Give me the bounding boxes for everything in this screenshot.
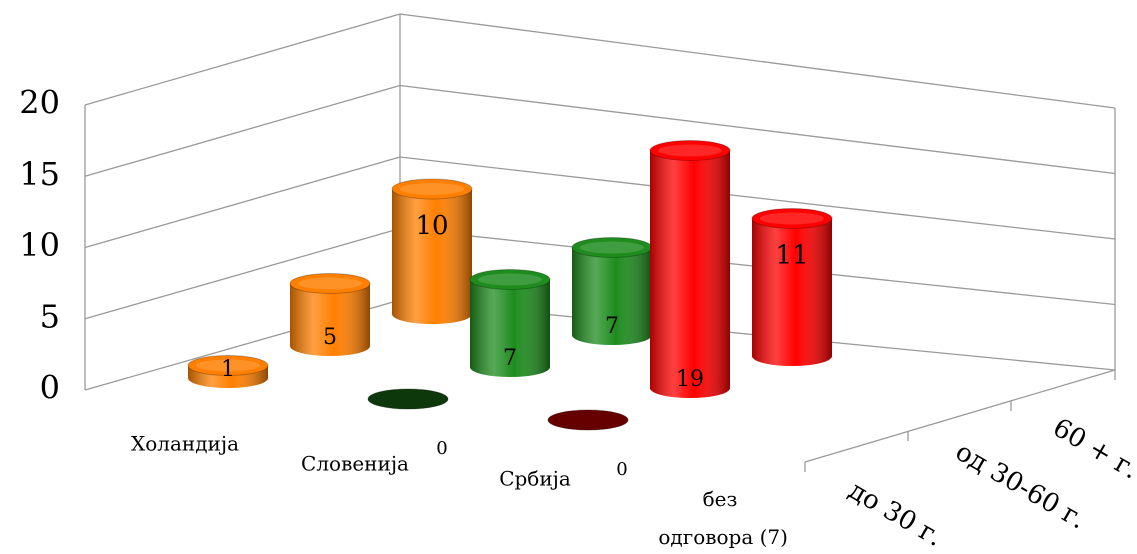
bar <box>367 388 449 410</box>
bar-shade <box>392 189 472 324</box>
axis-line <box>804 369 1116 463</box>
bar-top-shine <box>400 183 464 195</box>
bar-top-shine <box>658 144 722 157</box>
bar-top <box>469 269 551 290</box>
data-label: 11 <box>775 241 808 271</box>
bar-top-shine <box>196 359 260 372</box>
x-tick-label: Словенија <box>301 452 409 476</box>
bar <box>571 237 653 345</box>
grid-line <box>399 13 1116 109</box>
bar-top <box>391 178 473 200</box>
data-label: 5 <box>323 325 337 350</box>
data-label: 7 <box>503 346 517 371</box>
grid-line <box>84 84 401 177</box>
bar-top-shine <box>478 273 542 286</box>
bar-top-shine <box>580 241 644 254</box>
bar <box>649 140 731 398</box>
bar-shade <box>470 279 550 377</box>
data-label: 0 <box>616 459 627 480</box>
bar-shade <box>650 150 730 398</box>
grid-line <box>84 13 401 106</box>
bar-shade <box>572 247 652 345</box>
x-tick-label: Србија <box>499 467 571 491</box>
bar <box>547 409 629 431</box>
x-tick-label: без одговора (7) <box>652 487 788 549</box>
y-tick-label: 20 <box>19 84 60 122</box>
data-label: 1 <box>221 357 235 382</box>
bar <box>289 273 371 356</box>
data-label: 10 <box>415 211 448 241</box>
bar-shade <box>548 410 628 430</box>
bar-top <box>289 273 371 294</box>
grid-line <box>399 84 1116 175</box>
bar-top-shine <box>298 277 362 290</box>
series-label: 60 + г. <box>1048 413 1137 486</box>
x-tick-label: Холандија <box>131 432 239 456</box>
grid-line <box>399 156 1116 240</box>
bar-shade <box>290 283 370 356</box>
bar-top <box>649 140 731 161</box>
bar-top-shine <box>760 212 824 225</box>
bar-top <box>751 208 833 229</box>
grid-line <box>84 227 401 320</box>
grid-line <box>84 156 401 249</box>
y-tick-label: 5 <box>40 297 60 335</box>
series-label: од 30-60 г. <box>950 437 1091 535</box>
y-tick-label: 0 <box>40 369 60 407</box>
bar <box>187 355 269 388</box>
bar <box>751 208 833 366</box>
bar-shade <box>752 218 832 366</box>
bar-top <box>187 355 269 376</box>
data-label: 7 <box>605 314 619 339</box>
series-label: до 30 г. <box>843 475 947 553</box>
bar <box>391 178 473 324</box>
y-tick-label: 15 <box>19 155 60 193</box>
y-tick-label: 10 <box>19 226 60 264</box>
data-label: 0 <box>436 438 447 459</box>
bar <box>469 269 551 377</box>
data-label: 19 <box>676 367 704 392</box>
bar-shade <box>368 389 448 409</box>
